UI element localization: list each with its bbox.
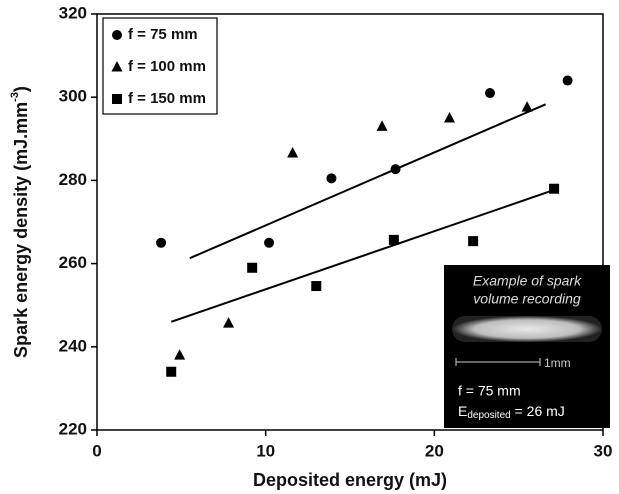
point [468, 236, 479, 247]
energy-symbol: E [458, 403, 467, 419]
legend-label: f = 150 mm [128, 90, 206, 107]
y-axis-label: Spark energy density (mJ.mm-3) [9, 86, 31, 358]
inset-background [444, 265, 610, 428]
point [376, 120, 388, 131]
y-tick-label: 240 [59, 336, 87, 355]
y-axis-label-exponent: -3 [9, 92, 21, 102]
y-tick-label: 220 [59, 419, 87, 438]
x-tick-label: 0 [92, 441, 101, 460]
energy-value: = 26 mJ [511, 403, 565, 419]
spark-image [452, 316, 602, 342]
point [390, 164, 401, 175]
point [484, 88, 495, 99]
trend-line [189, 103, 547, 260]
point [166, 366, 177, 377]
point [264, 237, 275, 248]
energy-subscript: deposited [467, 410, 510, 421]
y-tick-label: 300 [59, 87, 87, 106]
x-tick-label: 30 [594, 441, 613, 460]
legend-marker [112, 94, 122, 104]
inset: Example of spark volume recording 1mm f … [444, 265, 610, 428]
point [156, 237, 167, 248]
inset-focal: f = 75 mm [458, 383, 521, 399]
point [326, 173, 337, 184]
legend-items: f = 75 mm f = 100 mm f = 150 mm [111, 26, 206, 107]
x-axis-label: Deposited energy (mJ) [253, 470, 447, 490]
point [562, 75, 573, 86]
marks [156, 75, 573, 377]
scale-label: 1mm [544, 356, 571, 370]
inset-energy: Edeposited = 26 mJ [458, 403, 565, 421]
legend-box [102, 17, 218, 115]
point [444, 112, 456, 123]
y-tick-label: 260 [59, 253, 87, 272]
x-tick-label: 10 [256, 441, 275, 460]
inset-caption: Example of spark [473, 273, 582, 289]
plot-frame [96, 13, 604, 431]
y-axis-label-close: ) [11, 86, 31, 92]
x-tick-label: 20 [425, 441, 444, 460]
y-tick-label: 320 [59, 3, 87, 22]
point [287, 146, 299, 158]
y-tick-label: 280 [59, 170, 87, 189]
y-axis-label-main: Spark energy density (mJ.mm [11, 102, 31, 358]
legend-label: f = 75 mm [128, 26, 198, 43]
trend-line [170, 189, 555, 323]
legend-marker [111, 61, 123, 72]
legend-label: f = 100 mm [128, 58, 206, 75]
legend-marker [112, 30, 122, 40]
point [388, 234, 399, 245]
point [549, 183, 560, 194]
point [247, 262, 258, 273]
point [521, 101, 533, 112]
inset-caption: volume recording [473, 291, 581, 307]
legend: f = 75 mm f = 100 mm f = 150 mm [102, 17, 218, 115]
point [311, 281, 322, 292]
point [174, 349, 186, 360]
point [223, 317, 235, 328]
